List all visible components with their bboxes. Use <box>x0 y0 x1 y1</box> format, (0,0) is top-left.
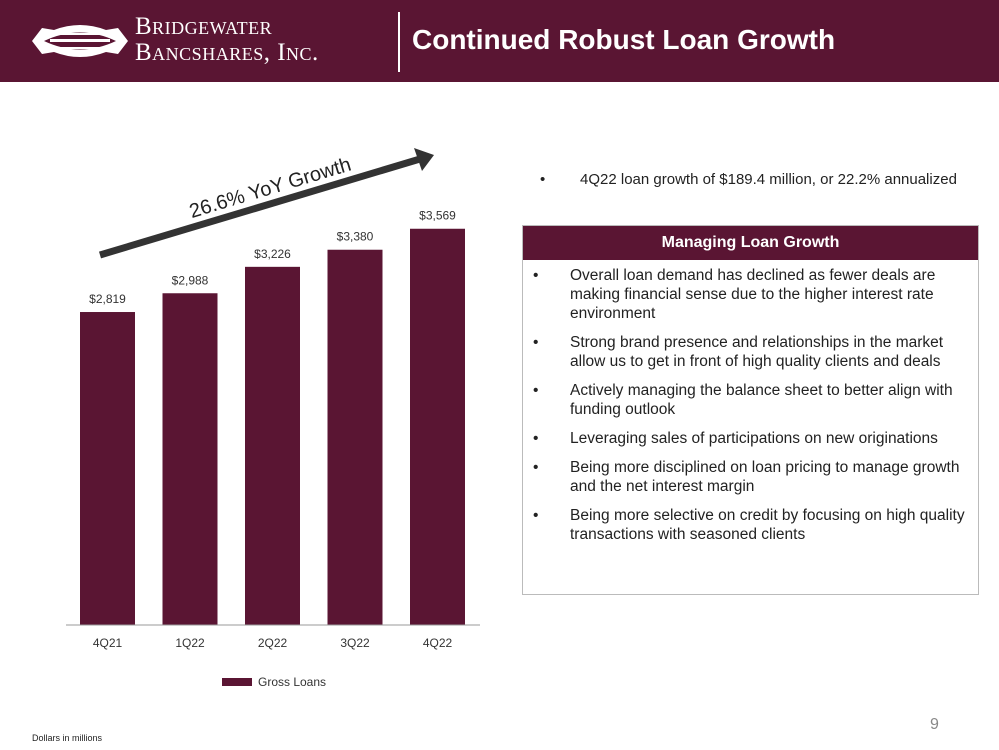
tick-label-2q22: 2Q22 <box>258 636 288 650</box>
tick-label-1q22: 1Q22 <box>175 636 205 650</box>
list-item: • Actively managing the balance sheet to … <box>533 382 953 418</box>
list-item: • Overall loan demand has declined as few… <box>533 267 936 322</box>
list-item: • Leveraging sales of participations on n… <box>533 430 938 447</box>
growth-arrow <box>98 148 434 259</box>
list-item: • Being more selective on credit by focus… <box>533 507 965 543</box>
page-title: Continued Robust Loan Growth <box>412 24 836 55</box>
data-label-3q22: $3,380 <box>337 230 374 244</box>
tick-label-4q22: 4Q22 <box>423 636 453 650</box>
managing-loan-growth-panel: Managing Loan Growth • Overall loan deman… <box>522 225 979 595</box>
tick-label-3q22: 3Q22 <box>340 636 370 650</box>
company-name-line1: Bridgewater <box>135 13 273 40</box>
bar-1q22 <box>162 293 218 625</box>
bridgewater-logo-icon <box>32 25 128 57</box>
tick-label-4q21: 4Q21 <box>93 636 123 650</box>
data-label-4q22: $3,569 <box>419 209 456 223</box>
summary-bullet-text: 4Q22 loan growth of $189.4 million, or 2… <box>580 171 957 188</box>
data-label-1q22: $2,988 <box>172 273 209 287</box>
page-number: 9 <box>930 716 939 733</box>
panel-list: • Overall loan demand has declined as few… <box>523 260 978 544</box>
legend-swatch <box>222 678 252 686</box>
bar-2q22 <box>245 266 300 625</box>
data-label-4q21: $2,819 <box>89 292 126 306</box>
gross-loans-chart: $2,819 4Q21 $2,988 1Q22 $3,226 2Q22 $3,380 3Q22… <box>66 148 480 689</box>
data-label-2q22: $3,226 <box>254 247 291 261</box>
company-name-line2: Bancshares, Inc. <box>135 39 319 66</box>
bar-4q21 <box>80 312 135 625</box>
legend-label: Gross Loans <box>258 675 326 689</box>
company-name: Bridgewater Bancshares, Inc. <box>135 14 319 66</box>
footnote: Dollars in millions <box>32 733 103 743</box>
list-item: • Being more disciplined on loan pricing … <box>533 459 960 495</box>
panel-title: Managing Loan Growth <box>523 226 978 260</box>
header-bar: Bridgewater Bancshares, Inc. Continued R… <box>0 0 999 82</box>
header-divider <box>398 12 400 72</box>
bar-4q22 <box>410 228 465 625</box>
list-item: • Strong brand presence and relationships… <box>533 334 944 370</box>
bar-3q22 <box>327 249 383 625</box>
